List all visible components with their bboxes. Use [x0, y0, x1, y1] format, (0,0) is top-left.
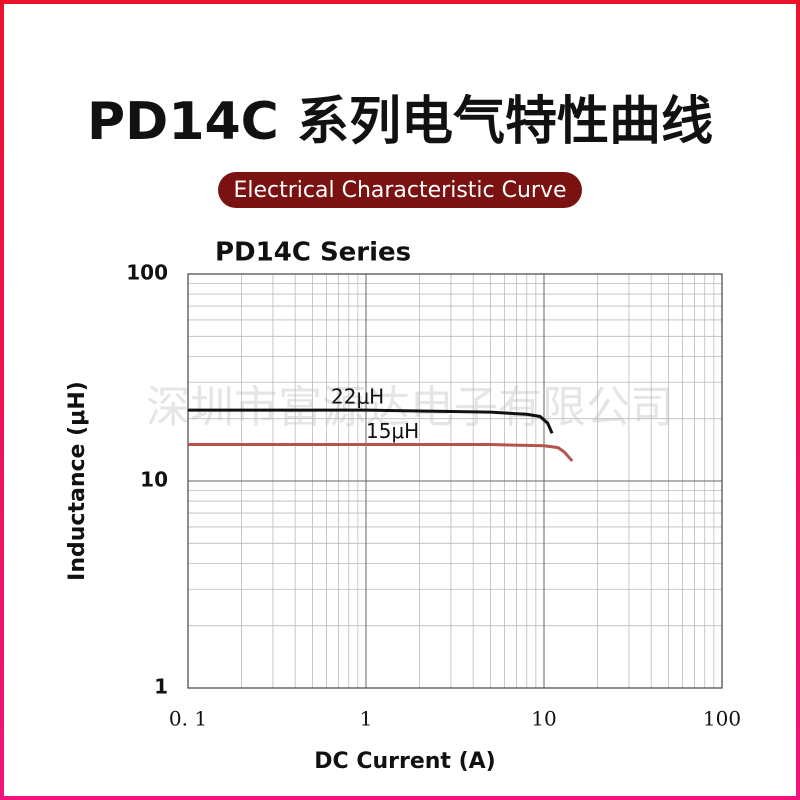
page-title: PD14C 系列电气特性曲线 [87, 92, 713, 152]
series-label: 15μH [366, 419, 419, 443]
watermark: 深圳市富源达电子有限公司 [146, 382, 674, 433]
y-tick-label: 10 [140, 468, 168, 492]
y-tick-label: 1 [154, 675, 168, 699]
x-tick-label: 0. 1 [169, 707, 207, 731]
y-tick-label: 100 [126, 261, 168, 285]
subtitle: Electrical Characteristic Curve [233, 178, 566, 203]
plot-border [187, 273, 723, 689]
x-tick-label: 100 [703, 707, 741, 731]
series-line [188, 408, 554, 434]
x-tick-label: 1 [360, 707, 373, 731]
x-tick-label: 10 [531, 707, 556, 731]
series-line [188, 443, 574, 462]
chart-title: PD14C Series [215, 238, 411, 268]
subtitle-pill [218, 172, 582, 208]
series-label: 22μH [331, 385, 384, 409]
x-axis-label: DC Current (A) [314, 749, 495, 774]
y-axis-label: Inductance (μH) [65, 381, 90, 581]
